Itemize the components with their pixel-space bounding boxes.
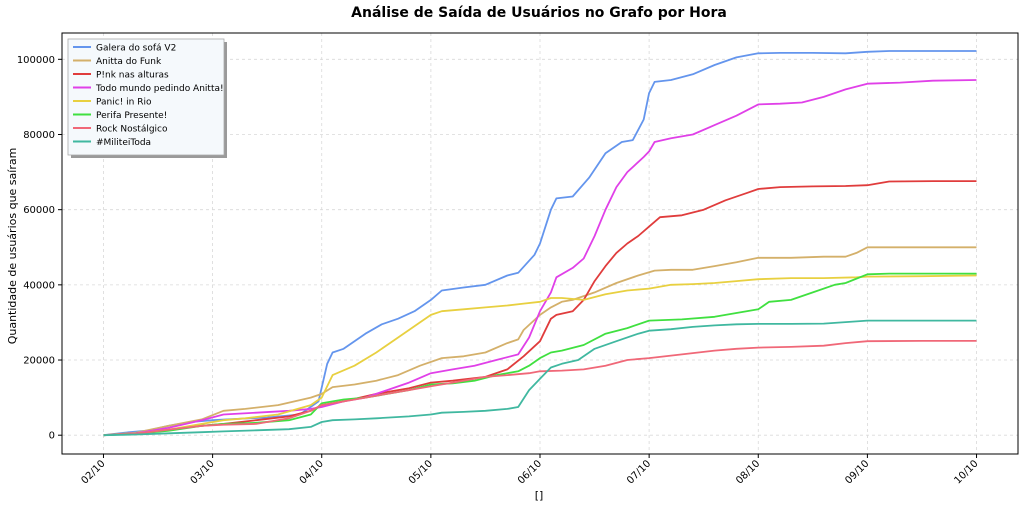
x-tick-label: 02/10 (79, 458, 107, 486)
legend-box (67, 38, 225, 156)
x-tick-label: 10/10 (952, 458, 980, 486)
series-line (103, 274, 977, 437)
legend-label: #MiliteiToda (96, 138, 151, 148)
legend-label: Todo mundo pedindo Anitta! (95, 84, 224, 94)
series-line (103, 339, 977, 437)
x-tick-label: 06/10 (516, 458, 544, 486)
chart-title: Análise de Saída de Usuários no Grafo po… (351, 5, 727, 21)
legend-label: P!nk nas alturas (96, 71, 169, 81)
y-tick-label: 0 (49, 431, 55, 442)
legend-label: Galera do sofá V2 (96, 44, 176, 54)
y-tick-label: 100000 (17, 55, 55, 66)
legend-label: Rock Nostálgico (96, 125, 168, 135)
series-line (103, 79, 977, 437)
x-tick-label: 03/10 (189, 458, 217, 486)
legend: Galera do sofá V2 Anitta do Funk P!nk nas … (67, 38, 227, 158)
series-line (103, 272, 977, 437)
x-tick-label: 04/10 (298, 458, 326, 486)
series-line (103, 246, 977, 437)
series-lines (103, 50, 977, 437)
legend-label: Anitta do Funk (96, 57, 162, 67)
x-tick-label: 07/10 (625, 458, 653, 486)
y-tick-label: 40000 (23, 280, 55, 291)
y-tick-label: 60000 (23, 205, 55, 216)
series-line (103, 319, 977, 437)
y-tick-label: 80000 (23, 130, 55, 141)
y-tick-label: 20000 (23, 356, 55, 367)
legend-label: Panic! in Rio (96, 98, 152, 108)
y-axis-label: Quantidade de usuários que saíram (6, 148, 19, 345)
x-tick-label: 09/10 (843, 458, 871, 486)
x-tick-label: 05/10 (407, 458, 435, 486)
legend-label: Perifa Presente! (96, 111, 167, 121)
x-axis-label: [] (535, 489, 544, 502)
x-tick-label: 08/10 (734, 458, 762, 486)
